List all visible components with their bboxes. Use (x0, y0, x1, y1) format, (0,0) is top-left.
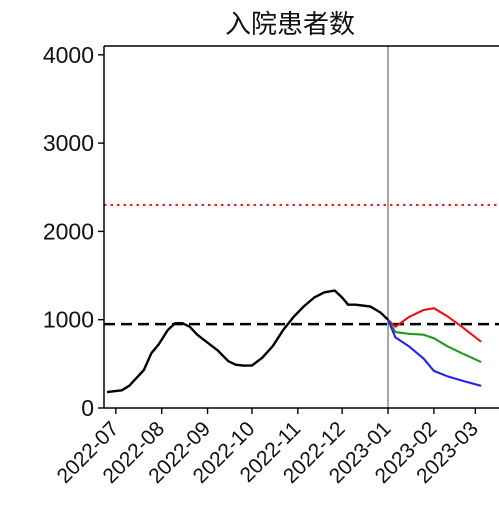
reference-lines (104, 46, 499, 408)
series-line-0 (106, 289, 389, 394)
y-tick-label: 4000 (43, 42, 94, 68)
axes: 010002000300040002022-072022-082022-0920… (43, 42, 499, 488)
series-line-3 (387, 319, 482, 387)
y-tick-label: 3000 (43, 130, 94, 156)
y-tick-label: 2000 (43, 218, 94, 244)
chart-title: 入院患者数 (225, 10, 355, 40)
series-lines (106, 289, 482, 394)
y-tick-label: 1000 (43, 307, 94, 333)
y-tick-label: 0 (81, 395, 94, 421)
series-line-1 (387, 307, 482, 343)
series-line-2 (387, 319, 482, 364)
